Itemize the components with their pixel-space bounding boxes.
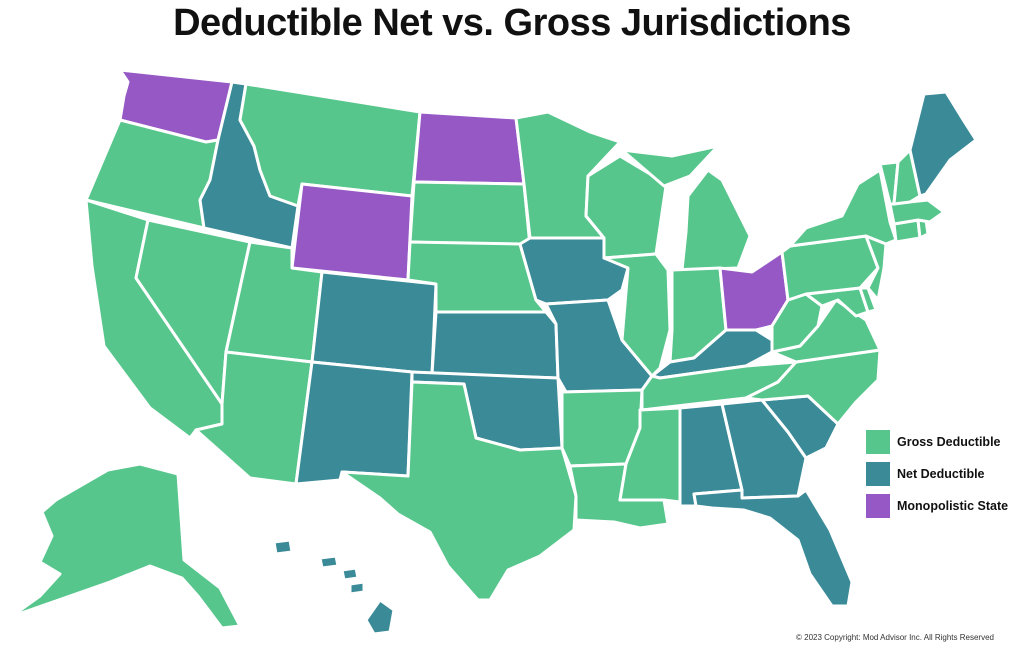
legend-item: Net Deductible [866,462,1008,486]
state-ND [412,110,526,186]
state-ME [908,90,978,198]
state-NM [294,360,414,486]
state-CO [310,270,438,376]
legend-swatch [866,430,890,454]
state-IA [518,236,630,306]
state-AK [10,462,242,630]
map-title: Deductible Net vs. Gross Jurisdictions [173,2,851,44]
legend-swatch [866,462,890,486]
state-DE [858,286,878,314]
state-NH [892,148,922,206]
legend-swatch [866,494,890,518]
state-SD [408,180,532,248]
state-HI-islands [272,538,366,596]
legend-item: Gross Deductible [866,430,1008,454]
legend-item: Monopolistic State [866,494,1008,518]
legend-label: Monopolistic State [897,499,1009,513]
legend-label: Net Deductible [897,467,985,481]
state-NC [744,348,882,426]
state-KS [430,310,560,380]
copyright-notice: © 2023 Copyright: Mod Advisor Inc. All R… [796,633,994,642]
state-TX [340,380,578,602]
state-FL [692,488,854,608]
state-MA [888,198,946,226]
state-HI [364,598,396,636]
state-MI-UP [620,144,720,188]
state-NY [788,168,898,248]
legend-label: Gross Deductible [897,435,1001,449]
legend: Gross Deductible Net Deductible Monopoli… [866,430,1008,526]
state-WY [290,182,414,282]
state-MI [680,168,752,272]
